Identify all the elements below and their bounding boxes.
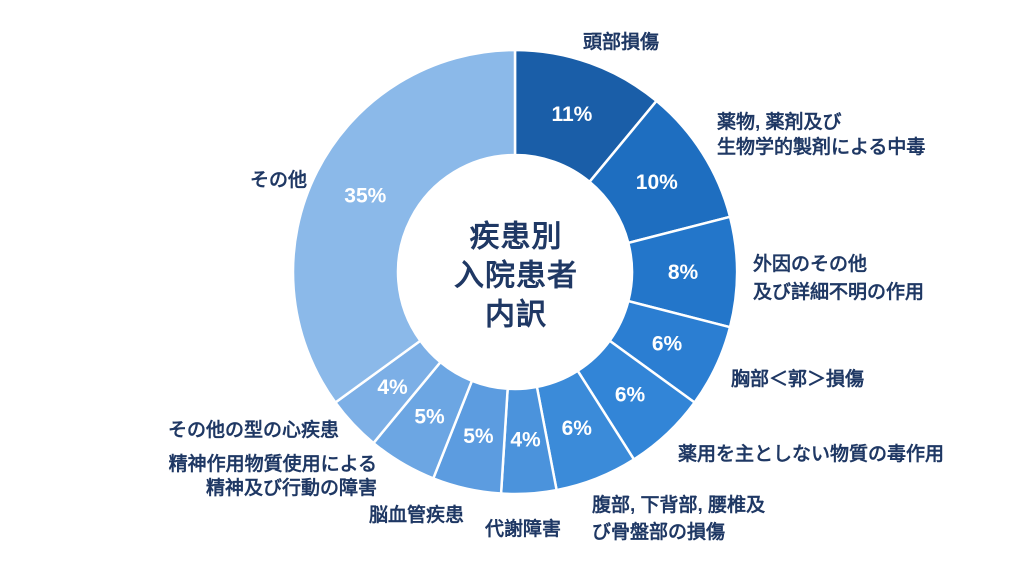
slice-pct-psychoactive-substance: 5% [414,406,445,429]
slice-pct-external-causes: 8% [668,261,699,284]
chart-center-title: 疾患別 入院患者 内訳 [454,220,578,332]
segment-label-cerebrovascular: 脳血管疾患 [369,505,465,526]
slice-pct-head-injury: 11% [551,103,592,126]
slice-pct-cerebrovascular: 5% [463,425,494,448]
segment-label-other-heart-disease: その他の型の心疾患 [168,420,340,441]
segment-label-head-injury: 頭部損傷 [583,32,660,53]
segment-label-psychoactive-substance: 精神作用物質使用による 精神及び行動の障害 [168,454,377,499]
slice-pct-drug-poisoning: 10% [636,171,678,194]
segment-label-external-causes: 外因のその他 及び詳細不明の作用 [753,254,925,303]
segment-label-other: その他 [250,170,308,191]
slice-pct-nonmedicinal-toxic: 6% [615,384,646,407]
segment-label-abdomen-injury: 腹部, 下背部, 腰椎及 び骨盤部の損傷 [592,495,766,543]
slice-pct-other: 35% [344,185,386,208]
slice-other [291,48,517,404]
segment-label-metabolic-disorders: 代謝障害 [485,519,562,540]
segment-label-drug-poisoning: 薬物, 薬剤及び 生物学的製剤による中毒 [717,112,926,158]
slice-pct-thorax-injury: 6% [652,333,683,356]
slice-pct-other-heart-disease: 4% [377,376,408,399]
slice-pct-metabolic-disorders: 4% [510,429,541,452]
segment-label-nonmedicinal-toxic: 薬用を主としない物質の毒作用 [678,444,945,465]
segment-label-thorax-injury: 胸部＜郭＞損傷 [731,369,865,390]
slice-pct-abdomen-injury: 6% [562,417,593,440]
